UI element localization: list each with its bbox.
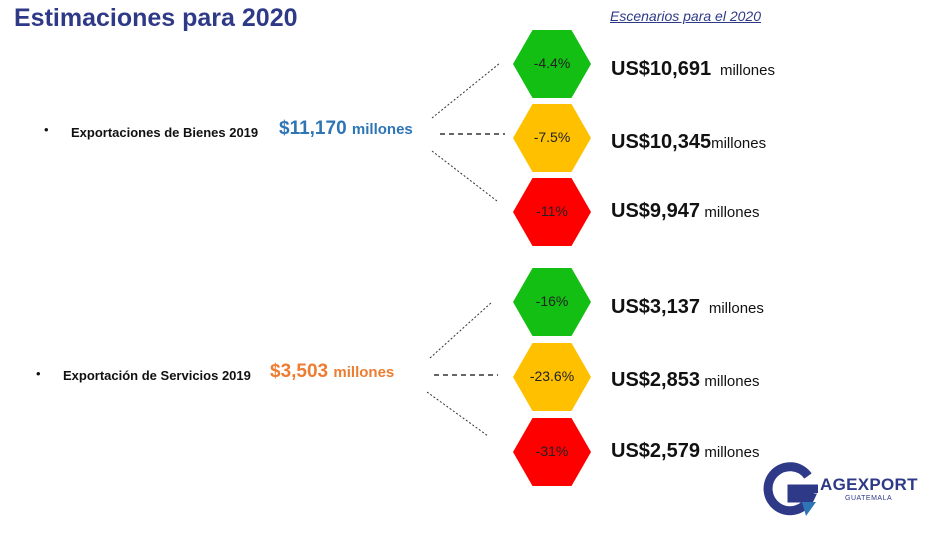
logo-g-icon (763, 462, 819, 516)
pct-label: -11% (536, 203, 568, 219)
pct-label: -4.4% (533, 55, 571, 71)
scenario-amount: US$10,345millones (611, 131, 767, 153)
connector-services-high (429, 301, 493, 359)
scenario-amount: US$3,137 millones (611, 296, 764, 318)
connector-goods-low (431, 150, 498, 202)
connector-services-low (426, 391, 489, 437)
hexagon-red: -31% (513, 418, 591, 486)
pct-label: -31% (535, 443, 569, 459)
connector-goods-high (431, 62, 501, 119)
scenarios-subtitle: Escenarios para el 2020 (610, 8, 761, 24)
services-value: $3,503 millones (270, 361, 395, 382)
services-label: Exportación de Servicios 2019 (63, 368, 251, 383)
scenario-amount: US$2,853 millones (611, 369, 760, 391)
pct-label: -7.5% (533, 129, 571, 145)
logo-sub: GUATEMALA (845, 495, 893, 502)
agexport-logo: AGEXPORT GUATEMALA (762, 462, 922, 522)
pct-label: -16% (535, 293, 569, 309)
goods-value: $11,170 millones (279, 118, 413, 139)
scenario-amount: US$2,579 millones (611, 440, 760, 462)
page-title: Estimaciones para 2020 (14, 4, 298, 32)
logo-name: AGEXPORT (820, 475, 918, 494)
bullet: • (44, 122, 49, 137)
scenario-amount: US$9,947 millones (611, 200, 760, 222)
pct-label: -23.6% (529, 368, 575, 384)
bullet: • (36, 366, 41, 381)
hexagon-green: -16% (513, 268, 591, 336)
hexagon-yellow: -23.6% (513, 343, 591, 411)
scenario-amount: US$10,691 millones (611, 58, 775, 80)
goods-label: Exportaciones de Bienes 2019 (71, 125, 259, 140)
